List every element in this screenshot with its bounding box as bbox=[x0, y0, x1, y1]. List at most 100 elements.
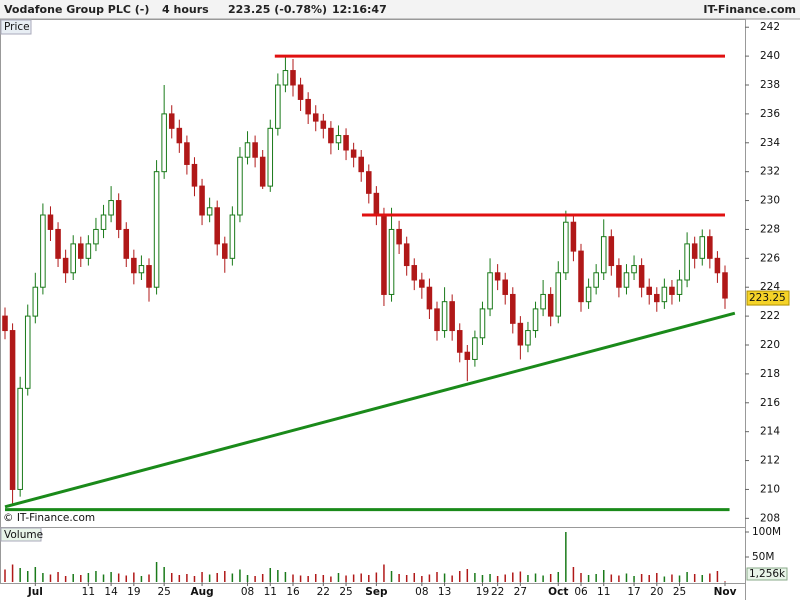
y-tick-label: 238 bbox=[760, 79, 780, 91]
volume-bar bbox=[618, 575, 620, 582]
candle-body bbox=[55, 228, 61, 259]
candle-body bbox=[350, 149, 357, 158]
candle-body bbox=[479, 308, 486, 339]
volume-bar bbox=[170, 573, 173, 582]
candle-body bbox=[578, 250, 584, 303]
volume-bar bbox=[678, 575, 681, 582]
candle-body bbox=[654, 293, 660, 303]
volume-bar bbox=[299, 575, 302, 582]
candle-body bbox=[464, 351, 471, 360]
candle-body bbox=[532, 308, 539, 332]
candle-body bbox=[32, 286, 39, 317]
y-tick-label: 208 bbox=[760, 512, 780, 524]
volume-bar bbox=[519, 571, 522, 582]
volume-bar bbox=[466, 569, 469, 582]
volume-bar bbox=[458, 571, 461, 582]
y-tick-label: 214 bbox=[760, 426, 780, 438]
volume-bar bbox=[716, 571, 719, 582]
volume-bar bbox=[413, 573, 416, 582]
volume-label: Volume bbox=[4, 529, 43, 541]
volume-bar bbox=[307, 576, 309, 582]
candle-body bbox=[426, 286, 433, 310]
candle-body bbox=[297, 84, 304, 100]
candle-body bbox=[366, 171, 372, 194]
candle-body bbox=[259, 156, 266, 187]
volume-bar bbox=[178, 575, 181, 582]
y-tick-label: 236 bbox=[760, 108, 780, 120]
interval: 4 hours bbox=[162, 3, 209, 16]
candle-body bbox=[570, 221, 577, 252]
candle-body bbox=[335, 135, 342, 144]
candle-body bbox=[373, 192, 380, 216]
candle-body bbox=[517, 322, 524, 346]
candle-body bbox=[108, 200, 114, 216]
volume-bar bbox=[186, 574, 188, 582]
candle-body bbox=[608, 236, 615, 267]
volume-bar bbox=[193, 576, 196, 582]
volume-bar bbox=[216, 573, 218, 582]
candle-body bbox=[168, 113, 175, 129]
volume-bar bbox=[72, 574, 74, 582]
volume-bar bbox=[504, 574, 506, 582]
volume-bar bbox=[95, 571, 97, 582]
volume-bar bbox=[428, 574, 431, 582]
volume-bar bbox=[572, 567, 575, 582]
candle-body bbox=[403, 243, 410, 267]
trendline bbox=[4, 311, 736, 509]
candle-body bbox=[343, 135, 349, 151]
candle-body bbox=[62, 257, 69, 274]
candle-body bbox=[176, 127, 183, 144]
volume-bar bbox=[587, 575, 590, 582]
candle-body bbox=[661, 286, 668, 303]
candle-body bbox=[691, 243, 698, 259]
x-tick-label: 08 bbox=[415, 586, 428, 598]
x-tick-label: 27 bbox=[514, 586, 527, 598]
candle-body bbox=[525, 330, 531, 346]
candle-body bbox=[502, 279, 508, 295]
candle-body bbox=[714, 257, 721, 274]
candle-body bbox=[707, 236, 713, 259]
volume-bar bbox=[277, 570, 279, 582]
candle-body bbox=[138, 265, 145, 274]
candle-body bbox=[2, 315, 8, 332]
volume-tick-label: 50M bbox=[752, 551, 774, 563]
candle-body bbox=[320, 120, 327, 129]
candle-body bbox=[722, 272, 728, 299]
volume-bar bbox=[383, 564, 385, 582]
candle-body bbox=[199, 185, 205, 216]
x-tick-label: 25 bbox=[157, 586, 170, 598]
volume-bar bbox=[34, 567, 37, 582]
volume-bar bbox=[390, 571, 393, 582]
candle-body bbox=[275, 84, 281, 129]
candle-body bbox=[646, 286, 652, 295]
x-tick-label: Nov bbox=[714, 586, 737, 598]
x-tick-label: 13 bbox=[438, 586, 451, 598]
candle-body bbox=[222, 243, 228, 259]
y-tick-label: 212 bbox=[760, 455, 780, 467]
panel-label-box bbox=[0, 527, 42, 542]
candle-body bbox=[631, 265, 637, 274]
y-tick-label: 218 bbox=[760, 368, 780, 380]
volume-bar bbox=[49, 574, 52, 582]
candle-body bbox=[191, 163, 198, 187]
volume-bar bbox=[224, 571, 226, 582]
x-tick-label: 19 bbox=[127, 586, 140, 598]
volume-bar bbox=[269, 568, 272, 582]
y-tick-label: 232 bbox=[760, 166, 780, 178]
candle-body bbox=[638, 265, 645, 288]
volume-bar bbox=[625, 573, 628, 582]
candle-body bbox=[267, 127, 274, 187]
candle-body bbox=[237, 156, 243, 216]
candle-body bbox=[40, 214, 46, 288]
y-tick-label: 226 bbox=[760, 252, 780, 264]
volume-bar bbox=[496, 576, 499, 582]
candle-body bbox=[487, 272, 493, 310]
y-tick-label: 210 bbox=[760, 483, 780, 495]
volume-bar bbox=[254, 576, 256, 582]
candle-body bbox=[290, 70, 296, 86]
x-tick-label: 11 bbox=[82, 586, 95, 598]
volume-bar bbox=[102, 574, 105, 582]
volume-bar bbox=[724, 581, 726, 582]
candle-body bbox=[388, 228, 395, 295]
volume-bar bbox=[125, 575, 128, 582]
